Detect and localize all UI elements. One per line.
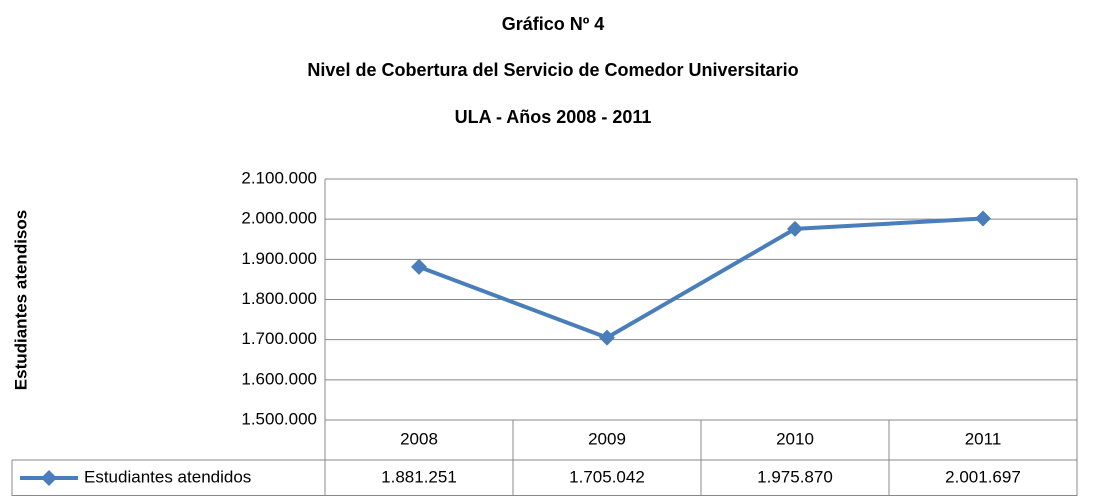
chart-title: Nivel de Cobertura del Servicio de Comed… (307, 60, 798, 80)
x-tick-label: 2010 (776, 429, 814, 448)
data-label: 1.705.042 (569, 467, 645, 486)
legend-label: Estudiantes atendidos (84, 467, 251, 486)
y-tick-label: 1.800.000 (241, 289, 317, 308)
x-tick-label: 2011 (965, 429, 1002, 448)
y-tick-label: 2.100.000 (241, 168, 317, 187)
x-tick-label: 2009 (588, 429, 626, 448)
data-label: 1.881.251 (381, 467, 457, 486)
y-axis-title: Estudiantes atendisos (11, 210, 30, 390)
marker (975, 210, 991, 227)
data-label: 1.975.870 (757, 467, 833, 486)
data-label: 2.001.697 (945, 467, 1021, 486)
y-tick-label: 1.500.000 (241, 409, 317, 428)
y-tick-label: 1.700.000 (241, 329, 317, 348)
y-tick-label: 2.000.000 (241, 209, 317, 228)
series-line (418, 216, 984, 340)
marker (411, 258, 427, 275)
chart-title: Gráfico Nº 4 (502, 14, 605, 34)
x-tick-label: 2008 (400, 429, 438, 448)
marker (599, 329, 615, 346)
marker (787, 220, 803, 237)
y-tick-label: 1.900.000 (241, 249, 317, 268)
legend-key-marker (41, 470, 57, 486)
y-tick-label: 1.600.000 (241, 369, 317, 388)
chart-title: ULA - Años 2008 - 2011 (455, 107, 652, 127)
